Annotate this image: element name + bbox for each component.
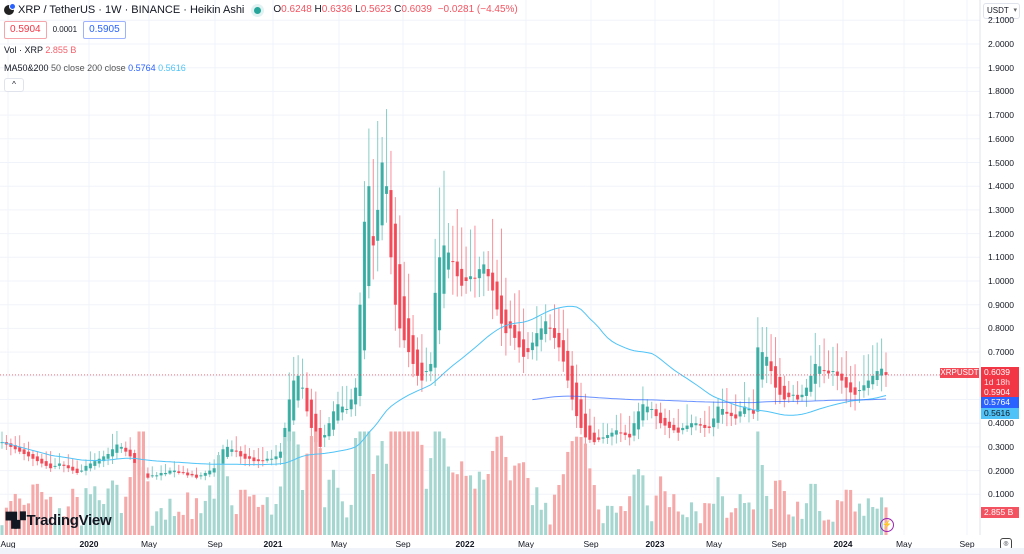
time-axis-label: 2021 bbox=[263, 539, 283, 549]
last-price-tag: 0.6039 1d 18h bbox=[981, 367, 1019, 387]
price-axis-label: 2.0000 bbox=[988, 39, 1014, 49]
xrp-logo-icon bbox=[4, 3, 16, 15]
time-axis-label: May bbox=[705, 539, 723, 549]
low-value: 0.5623 bbox=[360, 4, 392, 15]
time-axis-label: May bbox=[517, 539, 535, 549]
currency-selector[interactable]: USDT ▾ bbox=[983, 3, 1020, 19]
time-axis-label: May bbox=[330, 539, 348, 549]
collapse-legend-button[interactable]: ^ bbox=[4, 78, 24, 92]
price-axis-label: 1.2000 bbox=[988, 228, 1014, 239]
price-axis-label: 0.1000 bbox=[988, 489, 1014, 500]
price-axis-label: 0.7000 bbox=[988, 347, 1014, 358]
lightning-icon[interactable]: ⚡ bbox=[880, 518, 894, 532]
price-axis-label: 1.0000 bbox=[988, 276, 1014, 286]
time-axis-label: 2022 bbox=[455, 539, 475, 549]
ma200-value: 0.5616 bbox=[158, 63, 186, 73]
volume-tag: 2.855 B bbox=[981, 507, 1019, 518]
spread-value: 0.0001 bbox=[52, 25, 78, 34]
chart-legend: XRP / TetherUS · 1W · BINANCE · Heikin A… bbox=[4, 3, 518, 92]
volume-indicator-legend[interactable]: Vol · XRP 2.855 B bbox=[4, 45, 77, 55]
time-axis-label: Sep bbox=[959, 539, 975, 549]
time-axis-label: 2024 bbox=[833, 539, 853, 549]
time-axis-label: Sep bbox=[771, 539, 787, 549]
price-axis-label: 1.1000 bbox=[988, 252, 1014, 263]
volume-value: 2.855 B bbox=[45, 45, 77, 55]
price-axis-label: 0.9000 bbox=[988, 299, 1014, 310]
price-axis-label: 1.3000 bbox=[988, 204, 1014, 215]
ma50-value: 0.5764 bbox=[128, 63, 156, 73]
high-value: 0.6336 bbox=[321, 4, 353, 15]
price-axis-label: 2.1000 bbox=[988, 15, 1014, 26]
time-axis-label: 2020 bbox=[79, 539, 99, 549]
price-axis-label: 1.7000 bbox=[988, 110, 1014, 121]
bid-price-tag: 0.5904 bbox=[981, 387, 1019, 397]
price-axis-label: 0.8000 bbox=[988, 323, 1014, 334]
tradingview-logo-icon: ▜▞ bbox=[6, 512, 25, 528]
ma-indicator-legend[interactable]: MA50&200 50 close 200 close 0.5764 0.561… bbox=[4, 63, 186, 73]
time-axis-label: Aug bbox=[0, 539, 16, 549]
ma50-price-tag: 0.5764 bbox=[981, 397, 1019, 408]
price-axis-label: 0.4000 bbox=[988, 418, 1014, 429]
open-value: 0.6248 bbox=[281, 4, 312, 15]
ma200-price-tag: 0.5616 bbox=[981, 408, 1019, 419]
price-axis-label: 1.8000 bbox=[988, 86, 1014, 97]
time-axis-label: Sep bbox=[583, 539, 599, 549]
price-axis-label: 1.5000 bbox=[988, 157, 1014, 168]
symbol-price-tag: XRPUSDT bbox=[940, 368, 979, 378]
price-axis-label: 0.3000 bbox=[988, 441, 1014, 452]
ohlc-values: O0.6248 H0.6336 L0.5623 C0.6039 −0.0281 … bbox=[273, 4, 518, 15]
buy-button[interactable]: 0.5905 bbox=[83, 21, 126, 39]
time-axis-label: May bbox=[140, 539, 158, 549]
time-axis-label: May bbox=[895, 539, 913, 549]
close-value: 0.6039 bbox=[401, 4, 432, 15]
symbol-title[interactable]: XRP / TetherUS · 1W · BINANCE · Heikin A… bbox=[18, 4, 245, 16]
market-status-icon[interactable] bbox=[254, 6, 262, 14]
tradingview-logo[interactable]: ▜▞ TradingView bbox=[6, 512, 112, 529]
sell-button[interactable]: 0.5904 bbox=[4, 21, 47, 39]
bottom-toolbar bbox=[0, 548, 1024, 554]
time-axis-label: 2023 bbox=[645, 539, 665, 549]
time-axis-label: Sep bbox=[395, 539, 411, 549]
chevron-down-icon: ▾ bbox=[1013, 7, 1017, 14]
price-axis-label: 1.6000 bbox=[988, 133, 1014, 144]
price-axis-label: 1.4000 bbox=[988, 181, 1014, 192]
price-axis-label: 1.9000 bbox=[988, 62, 1014, 73]
change-value: −0.0281 (−4.45%) bbox=[437, 4, 518, 15]
price-axis-label: 0.2000 bbox=[988, 465, 1014, 476]
time-axis-label: Sep bbox=[207, 539, 223, 549]
